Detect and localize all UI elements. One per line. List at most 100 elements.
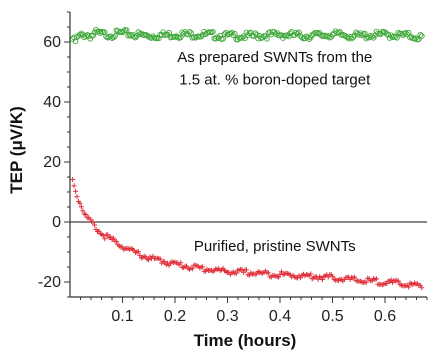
data-point — [210, 28, 216, 35]
y-tick-label: 20 — [43, 154, 61, 171]
data-point — [395, 29, 402, 36]
data-point — [330, 274, 336, 280]
data-point — [417, 32, 424, 38]
data-point — [359, 32, 365, 39]
data-point — [134, 33, 140, 39]
data-point — [123, 27, 130, 34]
annotation-0: As prepared SWNTs from the — [177, 49, 372, 66]
data-point — [113, 239, 119, 245]
x-tick-label: 0.4 — [269, 308, 291, 325]
data-point — [100, 232, 106, 238]
data-point — [132, 34, 139, 41]
y-tick-label: 60 — [43, 34, 61, 51]
data-point — [135, 249, 141, 255]
x-tick-label: 0.6 — [374, 308, 396, 325]
x-tick-label: 0.3 — [216, 308, 238, 325]
data-point — [71, 183, 77, 189]
data-point — [395, 278, 401, 284]
data-point — [78, 204, 84, 210]
data-point — [388, 277, 394, 283]
data-point — [80, 208, 86, 214]
data-point — [110, 34, 117, 41]
data-point — [189, 266, 195, 272]
data-point — [418, 33, 425, 39]
data-point — [77, 200, 83, 206]
data-point — [155, 35, 162, 42]
data-point — [385, 31, 392, 38]
data-point — [406, 284, 412, 290]
annotation-2: Purified, pristine SWNTs — [194, 238, 356, 255]
data-point — [162, 259, 168, 265]
red-plus-series — [70, 176, 425, 291]
data-point — [413, 35, 419, 41]
data-point — [264, 35, 270, 42]
data-point — [230, 32, 237, 39]
data-point — [394, 34, 400, 41]
data-point — [243, 267, 249, 273]
data-point — [186, 29, 193, 35]
data-point — [306, 36, 313, 42]
x-tick-label: 0.2 — [164, 308, 186, 325]
data-point — [352, 274, 358, 280]
data-point — [90, 32, 96, 39]
green-circle-series — [69, 26, 425, 45]
data-point — [108, 234, 114, 240]
y-tick-label: 40 — [43, 94, 61, 111]
data-point — [361, 30, 368, 37]
data-point — [96, 228, 102, 234]
data-point — [276, 274, 282, 280]
data-point — [404, 31, 410, 38]
data-point — [157, 256, 163, 262]
data-point — [90, 219, 96, 225]
data-point — [146, 257, 152, 263]
data-point — [231, 30, 238, 37]
data-point — [250, 33, 257, 39]
data-point — [70, 176, 76, 182]
data-point — [233, 270, 239, 276]
data-point — [102, 236, 108, 242]
data-point — [242, 35, 248, 42]
data-point — [279, 269, 285, 275]
data-point — [137, 252, 143, 258]
x-axis-title: Time (hours) — [194, 331, 297, 350]
data-point — [239, 35, 245, 41]
data-point — [131, 33, 137, 40]
data-point — [177, 34, 184, 41]
data-point — [78, 30, 85, 37]
data-point — [111, 235, 117, 241]
data-point — [363, 35, 370, 42]
data-point — [319, 277, 325, 283]
data-point — [308, 271, 314, 277]
x-tick-label: 0.1 — [111, 308, 133, 325]
data-point — [369, 33, 375, 40]
data-point — [304, 34, 311, 41]
data-point — [284, 32, 291, 39]
data-point — [337, 29, 343, 35]
y-tick-label: 0 — [52, 214, 61, 231]
data-point — [73, 188, 79, 194]
data-point — [373, 276, 379, 282]
data-point — [198, 33, 205, 40]
data-point — [92, 222, 98, 228]
data-point — [265, 270, 271, 276]
data-point — [74, 194, 80, 200]
data-point — [212, 35, 219, 42]
data-point — [348, 35, 355, 42]
data-point — [120, 28, 127, 34]
data-point — [296, 29, 302, 36]
x-tick-label: 0.5 — [321, 308, 343, 325]
data-point — [178, 260, 184, 266]
data-point — [200, 264, 206, 270]
annotation-1: 1.5 at. % boron-doped target — [179, 72, 371, 89]
data-point — [252, 30, 259, 37]
y-axis-title: TEP (μV/K) — [7, 106, 26, 194]
y-tick-label: -20 — [38, 274, 61, 291]
data-point — [402, 29, 409, 36]
data-point — [363, 279, 369, 285]
data-point — [77, 31, 83, 38]
data-point — [105, 232, 111, 238]
data-point — [83, 211, 89, 217]
data-point — [419, 285, 425, 291]
data-point — [112, 33, 118, 40]
